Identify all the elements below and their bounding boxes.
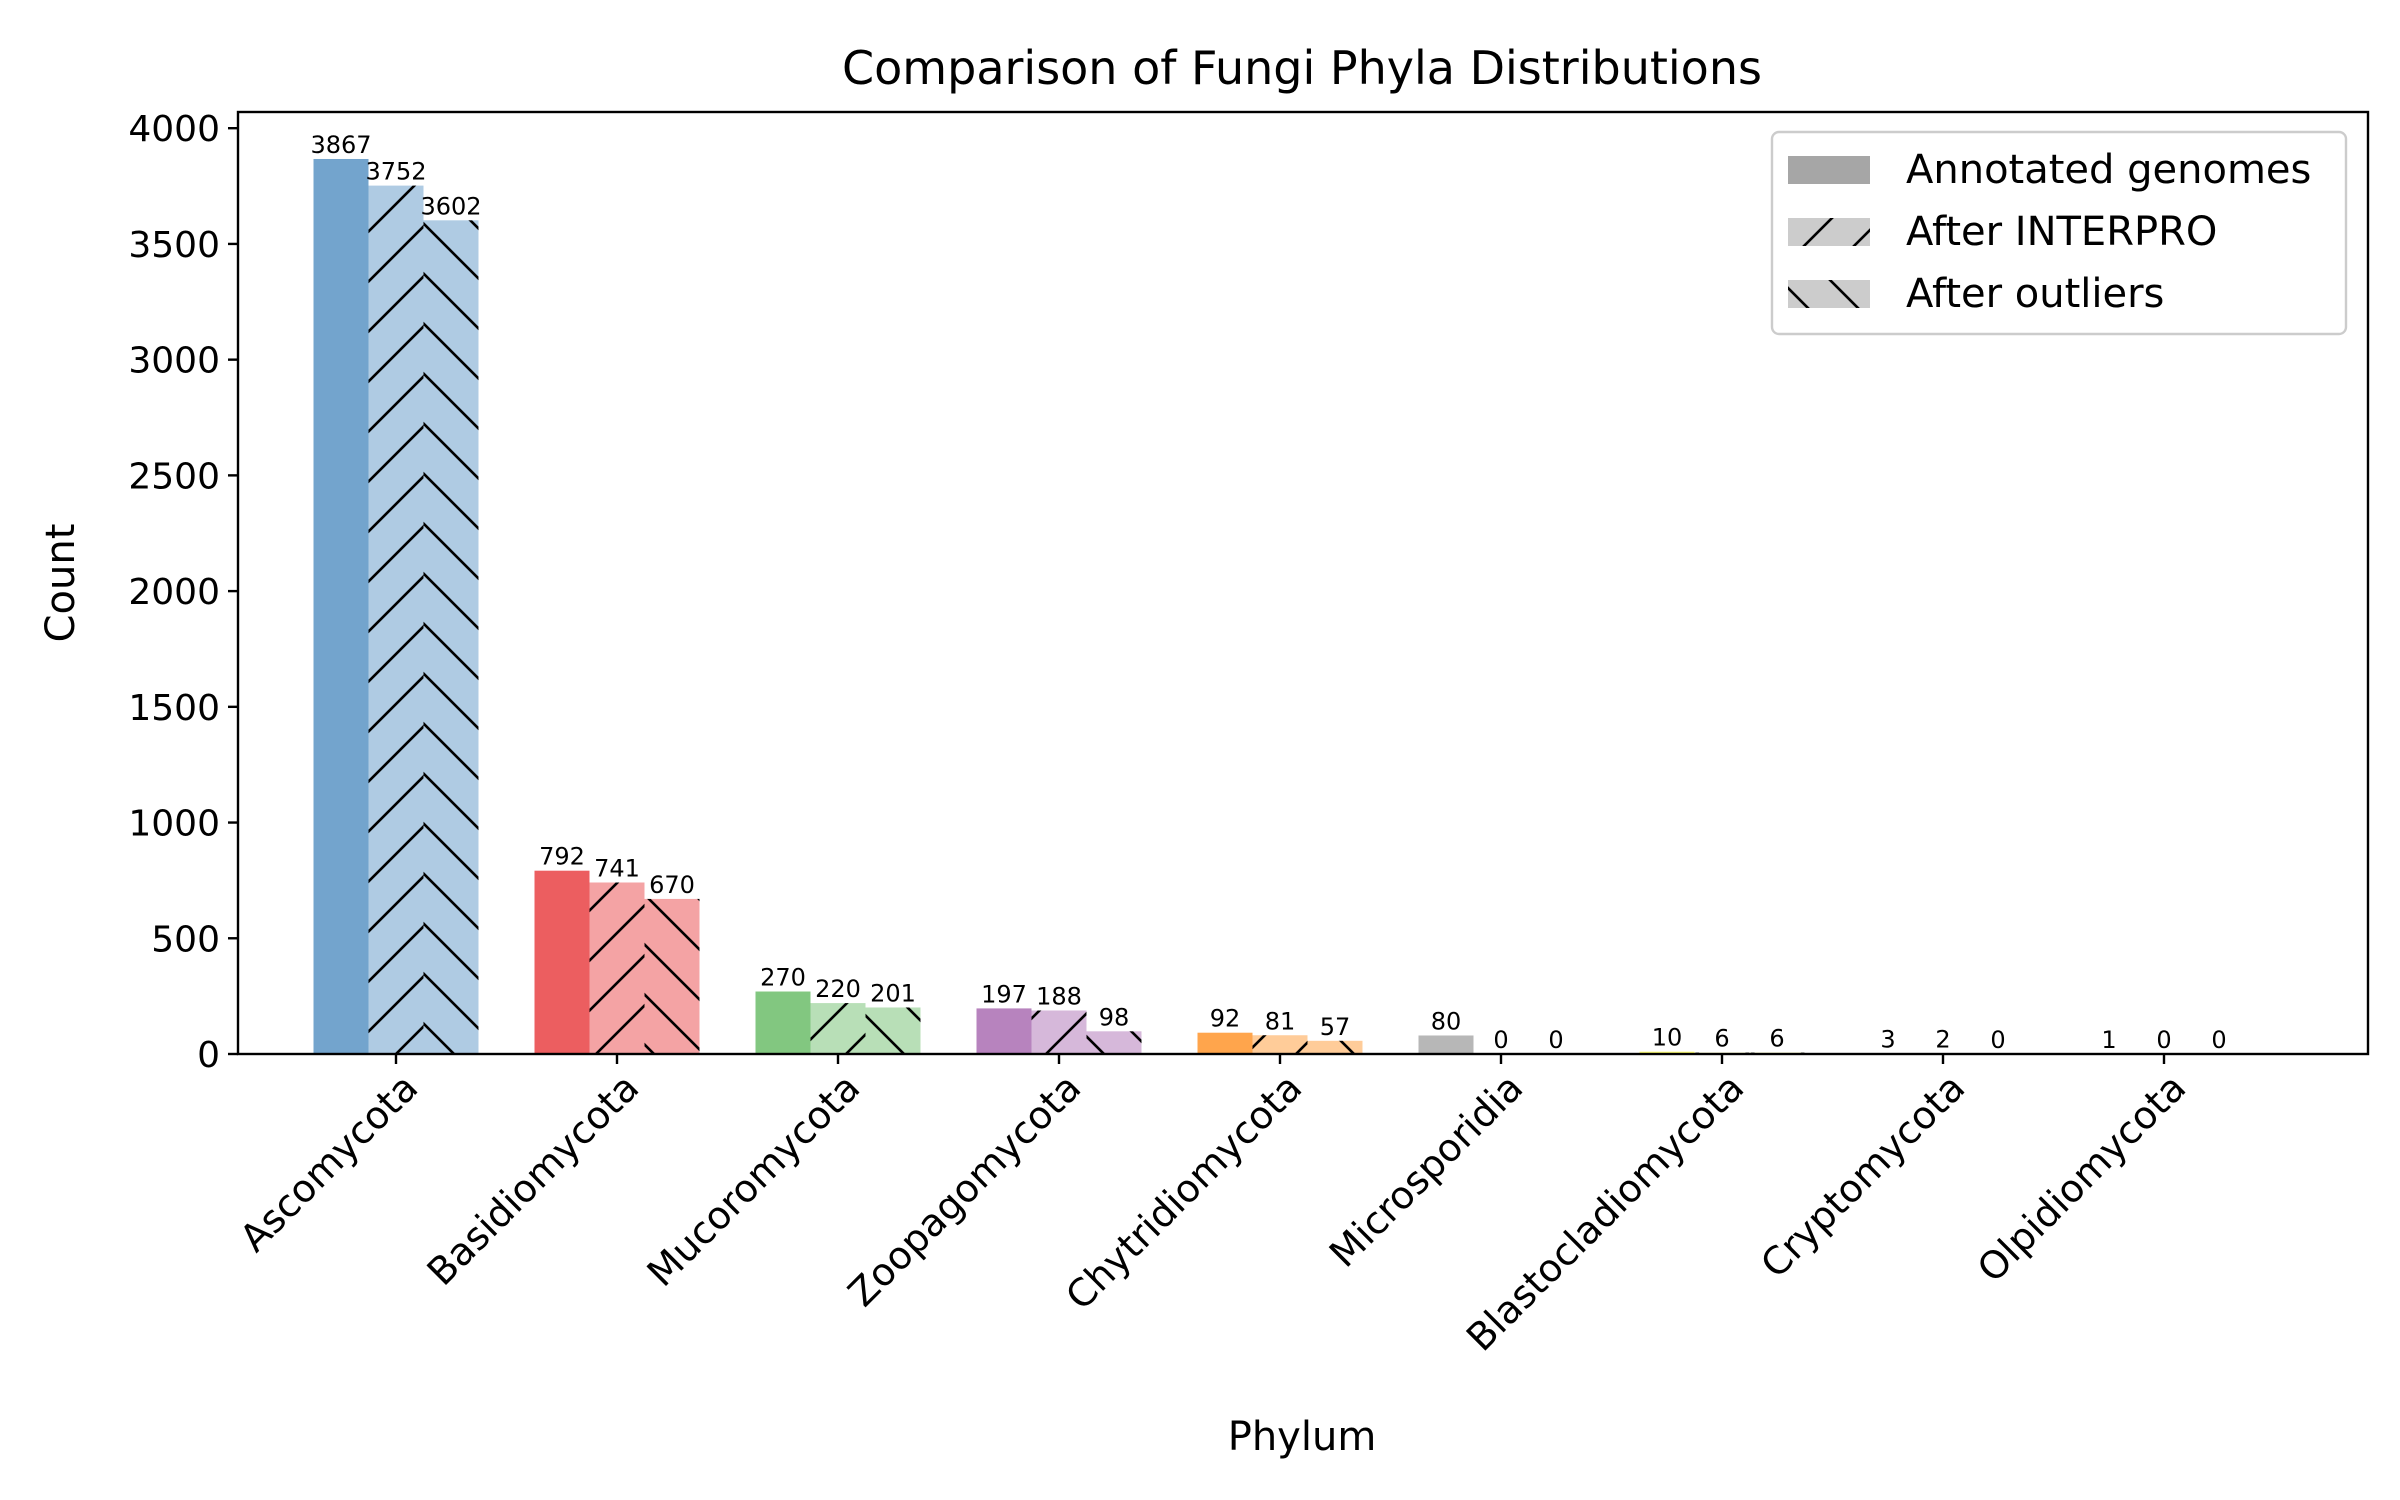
bar-hatch-after-outliers (865, 1007, 921, 1054)
bar-value-label: 670 (649, 871, 695, 899)
legend-swatch-annotated-genomes (1788, 156, 1870, 184)
bar-annotated-genomes (534, 870, 590, 1054)
legend-swatch-hatch (1788, 218, 1870, 246)
legend-item-after-outliers: After outliers (1788, 271, 2164, 317)
legend-label: Annotated genomes (1906, 147, 2311, 193)
y-axis: 0 500 1000 1500 2000 2500 3000 3500 4000 (128, 109, 238, 1076)
x-tick-label: Chytridiomycota (1057, 1065, 1310, 1318)
bar-annotated-genomes (976, 1008, 1032, 1054)
bar-value-label: 270 (760, 964, 806, 992)
x-axis: AscomycotaBasidiomycotaMucoromycotaZoopa… (231, 1054, 2194, 1360)
chart-title: Comparison of Fungi Phyla Distributions (842, 41, 1762, 95)
x-tick-label: Basidiomycota (419, 1065, 648, 1294)
bar-value-label: 0 (1548, 1026, 1563, 1054)
bar-value-label: 0 (2156, 1026, 2171, 1054)
bar-value-label: 792 (539, 843, 585, 871)
y-tick-label: 1500 (128, 688, 220, 729)
legend-frame (1770, 130, 2348, 336)
x-tick-label: Olpidiomycota (1969, 1065, 2195, 1291)
legend-swatch-hatch (1788, 280, 1870, 308)
x-tick-label: Cryptomycota (1752, 1065, 1973, 1286)
bar-value-label: 10 (1652, 1024, 1683, 1052)
bar-value-label: 0 (1493, 1026, 1508, 1054)
y-tick-label: 2500 (128, 456, 220, 497)
legend-item-annotated-genomes: Annotated genomes (1788, 147, 2311, 193)
bar-value-label: 3602 (420, 192, 481, 220)
x-axis-label: Phylum (1228, 1414, 1377, 1460)
bar-hatch-after-interpro (1252, 1035, 1308, 1054)
bar-value-label: 98 (1099, 1003, 1130, 1031)
y-tick-label: 3000 (128, 341, 220, 382)
bar-value-label: 80 (1431, 1007, 1462, 1035)
bar-value-label: 188 (1036, 982, 1082, 1010)
bar-value-label: 57 (1320, 1013, 1351, 1041)
bar-hatch-after-outliers (644, 898, 700, 1054)
bar-value-label: 92 (1210, 1005, 1241, 1033)
legend: Annotated genomes After INTERPRO After o… (1770, 130, 2348, 336)
legend-label: After INTERPRO (1906, 209, 2217, 255)
y-tick-label: 4000 (128, 109, 220, 150)
bar-hatch-after-interpro (589, 882, 645, 1054)
x-tick-label: Zoopagomycota (840, 1065, 1090, 1315)
bar-annotated-genomes (1418, 1035, 1474, 1054)
y-tick-label: 2000 (128, 572, 220, 613)
bar-hatch-after-interpro (810, 1003, 866, 1054)
x-tick-label: Microsporidia (1321, 1065, 1531, 1275)
bar-annotated-genomes (313, 158, 369, 1055)
x-tick-label: Ascomycota (231, 1065, 426, 1260)
legend-label: After outliers (1906, 271, 2164, 317)
plot-frame (236, 110, 2370, 1056)
bar-value-label: 197 (981, 980, 1027, 1008)
bar-hatch-after-interpro (368, 185, 424, 1055)
bar-value-label: 2 (1935, 1026, 1950, 1054)
bar-value-label: 0 (1990, 1026, 2005, 1054)
bar-value-label: 741 (594, 854, 640, 882)
bar-hatch-after-outliers (423, 220, 479, 1054)
bar-value-label: 3 (1880, 1025, 1895, 1053)
bar-value-label: 0 (2211, 1026, 2226, 1054)
bar-value-label: 1 (2101, 1026, 2116, 1054)
bar-hatch-after-outliers (1086, 1031, 1142, 1054)
bar-value-label: 3867 (310, 131, 371, 159)
y-axis-label: Count (38, 524, 84, 643)
bar-value-label: 6 (1769, 1025, 1784, 1053)
bar-value-label: 81 (1265, 1007, 1296, 1035)
bar-value-label: 6 (1714, 1025, 1729, 1053)
bar-hatch-after-outliers (1307, 1040, 1363, 1054)
bar-hatch-after-interpro (1031, 1010, 1087, 1054)
legend-item-after-interpro: After INTERPRO (1788, 209, 2217, 255)
bar-annotated-genomes (1197, 1032, 1253, 1054)
bar-value-label: 220 (815, 975, 861, 1003)
bars-layer (313, 158, 2137, 1055)
y-tick-label: 0 (197, 1035, 220, 1076)
bar-value-label: 201 (870, 979, 916, 1007)
bar-value-label: 3752 (365, 158, 426, 186)
bar-annotated-genomes (755, 991, 811, 1054)
y-tick-label: 1000 (128, 804, 220, 845)
y-tick-label: 500 (151, 919, 220, 960)
y-tick-label: 3500 (128, 225, 220, 266)
x-tick-label: Mucoromycota (639, 1065, 869, 1295)
